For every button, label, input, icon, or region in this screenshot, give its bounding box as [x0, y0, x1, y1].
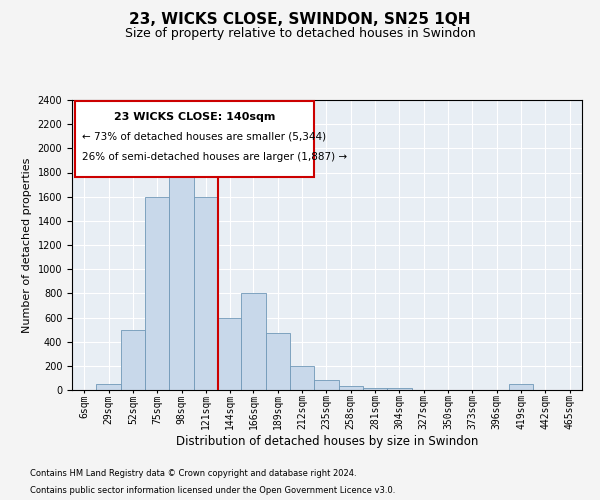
Text: Size of property relative to detached houses in Swindon: Size of property relative to detached ho… [125, 28, 475, 40]
FancyBboxPatch shape [74, 102, 314, 177]
Text: 23 WICKS CLOSE: 140sqm: 23 WICKS CLOSE: 140sqm [114, 112, 275, 122]
Bar [97, 384, 121, 390]
Bar [218, 318, 241, 390]
Bar [314, 380, 338, 390]
Text: Contains HM Land Registry data © Crown copyright and database right 2024.: Contains HM Land Registry data © Crown c… [30, 468, 356, 477]
Bar [509, 384, 533, 390]
Bar [169, 154, 194, 390]
Bar [241, 294, 266, 390]
Bar [121, 330, 145, 390]
Bar [194, 196, 218, 390]
Text: Contains public sector information licensed under the Open Government Licence v3: Contains public sector information licen… [30, 486, 395, 495]
Bar [338, 386, 363, 390]
Bar [388, 388, 412, 390]
Bar [266, 332, 290, 390]
Bar [290, 366, 314, 390]
X-axis label: Distribution of detached houses by size in Swindon: Distribution of detached houses by size … [176, 435, 478, 448]
Bar [145, 196, 169, 390]
Text: ← 73% of detached houses are smaller (5,344): ← 73% of detached houses are smaller (5,… [82, 132, 326, 142]
Y-axis label: Number of detached properties: Number of detached properties [22, 158, 32, 332]
Bar [363, 388, 388, 390]
Text: 26% of semi-detached houses are larger (1,887) →: 26% of semi-detached houses are larger (… [82, 152, 347, 162]
Text: 23, WICKS CLOSE, SWINDON, SN25 1QH: 23, WICKS CLOSE, SWINDON, SN25 1QH [129, 12, 471, 28]
